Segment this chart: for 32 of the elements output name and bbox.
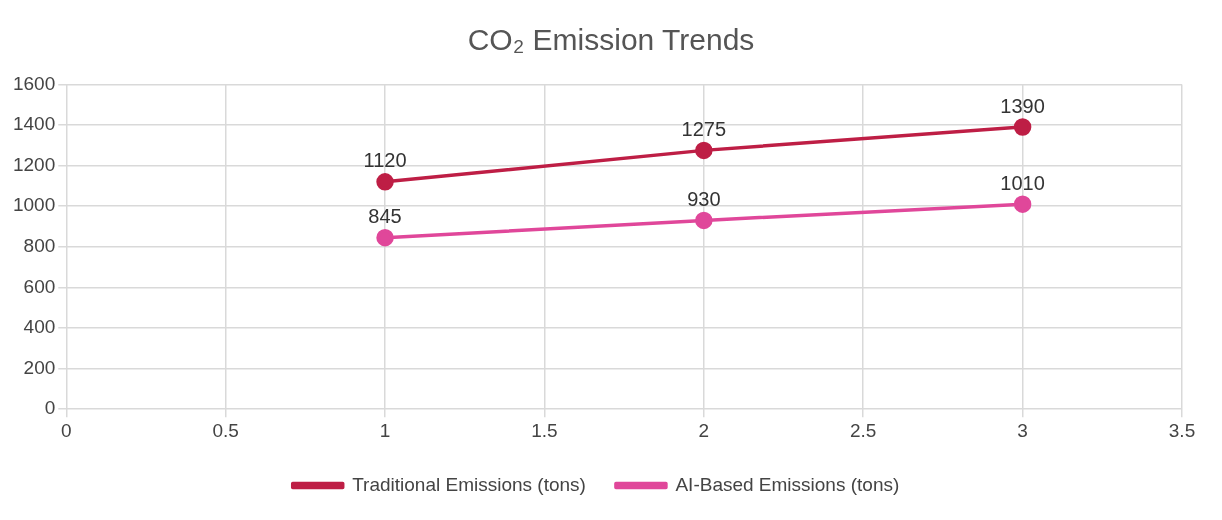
point xyxy=(695,211,713,230)
x-tick-label: 2.5 xyxy=(850,419,877,441)
y-tick-label: 200 xyxy=(23,356,56,378)
x-tick-label: 1.5 xyxy=(531,419,558,441)
y-tick-label: 800 xyxy=(23,235,56,257)
y-tick-label: 600 xyxy=(23,275,56,297)
data-label: 930 xyxy=(687,187,721,210)
x-tick-label: 2 xyxy=(698,419,710,441)
x-tick-label: 3 xyxy=(1017,419,1028,441)
y-tick-label: 1600 xyxy=(12,72,56,94)
y-tick-label: 1400 xyxy=(12,113,56,135)
y-tick-label: 1200 xyxy=(12,153,56,175)
point xyxy=(695,141,713,160)
point xyxy=(1013,195,1032,213)
chart-title: CO₂ Emission Trends xyxy=(466,22,756,58)
legend-label: Traditional Emissions (tons) xyxy=(352,473,586,495)
x-tick-label: 1 xyxy=(379,419,391,441)
point xyxy=(376,228,394,247)
x-tick-label: 0.5 xyxy=(212,419,239,441)
data-label: 1390 xyxy=(1000,94,1045,117)
data-label: 1275 xyxy=(681,117,727,140)
point xyxy=(1013,118,1032,136)
x-tick-label: 3.5 xyxy=(1168,419,1196,441)
y-tick-label: 0 xyxy=(44,397,56,419)
y-tick-label: 400 xyxy=(23,316,56,338)
x-tick-label: 0 xyxy=(60,419,72,441)
data-label: 845 xyxy=(368,205,402,228)
legend-label: AI-Based Emissions (tons) xyxy=(675,473,900,495)
data-label: 1120 xyxy=(363,149,407,172)
y-tick-label: 1000 xyxy=(12,194,56,216)
point xyxy=(376,173,394,191)
data-label: 1010 xyxy=(1000,171,1045,194)
